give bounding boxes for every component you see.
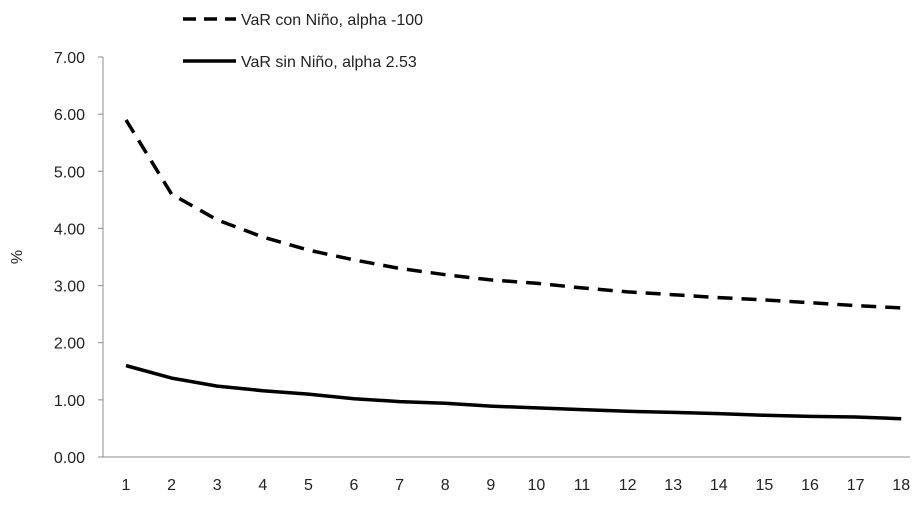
series-line-1 [126,120,901,308]
y-tick-label: 1.00 [54,393,85,410]
series-line-2 [126,366,901,419]
x-tick-label: 1 [122,477,131,494]
x-tick-label: 14 [710,477,728,494]
y-tick-label: 6.00 [54,107,85,124]
x-tick-label: 11 [574,477,591,494]
x-tick-label: 17 [847,477,865,494]
legend-label-1: VaR con Niño, alpha -100 [241,12,423,29]
y-axis-title: % [9,250,26,264]
series-layer [126,120,901,419]
x-tick-label: 2 [167,477,176,494]
y-tick-label: 7.00 [54,50,85,67]
y-tick-label: 0.00 [54,450,85,467]
x-tick-label: 3 [213,477,222,494]
x-tick-label: 10 [528,477,546,494]
y-tick-label: 3.00 [54,279,85,296]
y-tick-label: 2.00 [54,336,85,353]
x-tick-label: 18 [892,477,910,494]
y-tick-label: 5.00 [54,164,85,181]
x-tick-label: 13 [664,477,682,494]
x-tick-label: 15 [756,477,774,494]
x-tick-label: 12 [619,477,637,494]
legend-label-2: VaR sin Niño, alpha 2.53 [241,54,417,71]
x-tick-label: 8 [441,477,450,494]
y-tick-label: 4.00 [54,221,85,238]
x-tick-label: 5 [304,477,313,494]
x-tick-label: 4 [258,477,267,494]
x-tick-label: 16 [801,477,819,494]
x-tick-label: 6 [350,477,359,494]
legend: VaR con Niño, alpha -100 VaR sin Niño, al… [183,12,423,71]
x-tick-label: 9 [486,477,495,494]
x-tick-label: 7 [395,477,404,494]
